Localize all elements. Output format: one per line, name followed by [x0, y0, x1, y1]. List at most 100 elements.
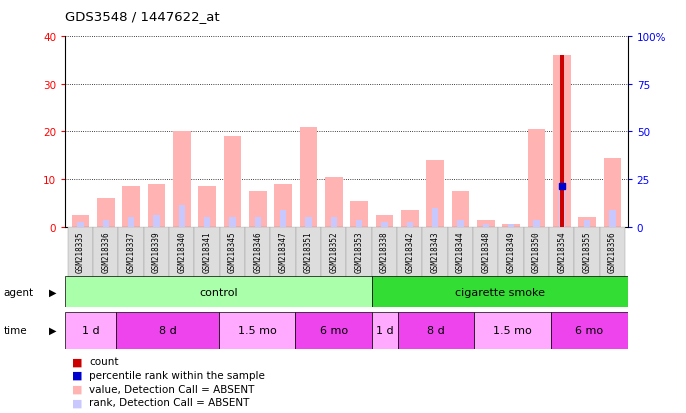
FancyBboxPatch shape	[346, 227, 372, 304]
Bar	[300, 127, 318, 227]
FancyBboxPatch shape	[423, 227, 448, 304]
Bar	[560, 56, 564, 227]
Text: value, Detection Call = ABSENT: value, Detection Call = ABSENT	[89, 384, 255, 394]
FancyBboxPatch shape	[372, 277, 628, 308]
Text: agent: agent	[3, 287, 34, 297]
Text: 1 d: 1 d	[82, 325, 99, 335]
Bar	[356, 220, 362, 227]
Bar	[325, 177, 342, 227]
Bar	[178, 206, 185, 227]
FancyBboxPatch shape	[372, 312, 398, 349]
Bar	[604, 158, 622, 227]
FancyBboxPatch shape	[117, 312, 219, 349]
FancyBboxPatch shape	[398, 312, 474, 349]
Text: ■: ■	[72, 356, 82, 366]
Bar	[578, 218, 596, 227]
Text: GSM218339: GSM218339	[152, 231, 161, 273]
Bar	[198, 187, 216, 227]
FancyBboxPatch shape	[169, 227, 194, 304]
FancyBboxPatch shape	[372, 227, 397, 304]
FancyBboxPatch shape	[296, 227, 321, 304]
Bar	[249, 192, 267, 227]
Text: GSM218351: GSM218351	[304, 231, 313, 273]
Text: GSM218356: GSM218356	[608, 231, 617, 273]
FancyBboxPatch shape	[65, 277, 372, 308]
Bar	[381, 222, 388, 227]
Text: GSM218338: GSM218338	[380, 231, 389, 273]
Text: GSM218355: GSM218355	[582, 231, 591, 273]
Text: GSM218340: GSM218340	[177, 231, 186, 273]
FancyBboxPatch shape	[551, 312, 628, 349]
Text: GSM218350: GSM218350	[532, 231, 541, 273]
Bar	[426, 161, 444, 227]
Bar	[508, 225, 514, 227]
Bar	[331, 218, 337, 227]
FancyBboxPatch shape	[93, 227, 119, 304]
Text: ■: ■	[72, 384, 82, 394]
Bar	[451, 192, 469, 227]
Text: 6 mo: 6 mo	[576, 325, 604, 335]
Bar	[71, 215, 89, 227]
Bar	[558, 187, 565, 227]
Text: time: time	[3, 325, 27, 335]
Bar	[553, 56, 571, 227]
FancyBboxPatch shape	[65, 312, 117, 349]
Bar	[280, 211, 286, 227]
Bar	[528, 130, 545, 227]
Bar	[147, 184, 165, 227]
Text: GSM218337: GSM218337	[126, 231, 136, 273]
Bar	[432, 208, 438, 227]
Text: rank, Detection Call = ABSENT: rank, Detection Call = ABSENT	[89, 397, 250, 407]
Bar	[204, 218, 210, 227]
Text: GSM218348: GSM218348	[482, 231, 490, 273]
Text: 1 d: 1 d	[376, 325, 394, 335]
Bar	[483, 225, 489, 227]
FancyBboxPatch shape	[144, 227, 169, 304]
Bar	[122, 187, 140, 227]
Text: GSM218352: GSM218352	[329, 231, 338, 273]
Bar	[584, 220, 591, 227]
FancyBboxPatch shape	[448, 227, 473, 304]
Text: ▶: ▶	[49, 325, 56, 335]
Bar	[255, 218, 261, 227]
Text: percentile rank within the sample: percentile rank within the sample	[89, 370, 265, 380]
Text: GSM218342: GSM218342	[405, 231, 414, 273]
FancyBboxPatch shape	[220, 227, 245, 304]
Text: GSM218346: GSM218346	[253, 231, 262, 273]
Bar	[609, 211, 615, 227]
FancyBboxPatch shape	[68, 227, 93, 304]
Bar	[502, 225, 520, 227]
FancyBboxPatch shape	[600, 227, 625, 304]
Bar	[458, 220, 464, 227]
Text: count: count	[89, 356, 119, 366]
FancyBboxPatch shape	[245, 227, 270, 304]
Bar	[375, 215, 393, 227]
Bar	[102, 220, 109, 227]
FancyBboxPatch shape	[295, 312, 372, 349]
Bar	[78, 222, 84, 227]
Text: ■: ■	[72, 397, 82, 407]
Text: GSM218344: GSM218344	[456, 231, 465, 273]
FancyBboxPatch shape	[119, 227, 144, 304]
Bar	[229, 218, 235, 227]
Text: ■: ■	[72, 370, 82, 380]
Bar	[407, 222, 413, 227]
Bar	[128, 218, 134, 227]
Bar	[97, 199, 115, 227]
Text: 1.5 mo: 1.5 mo	[237, 325, 276, 335]
FancyBboxPatch shape	[499, 227, 524, 304]
Text: GSM218343: GSM218343	[431, 231, 440, 273]
FancyBboxPatch shape	[321, 227, 346, 304]
Text: 1.5 mo: 1.5 mo	[493, 325, 532, 335]
Text: 8 d: 8 d	[427, 325, 445, 335]
FancyBboxPatch shape	[549, 227, 574, 304]
Bar	[351, 201, 368, 227]
Text: GDS3548 / 1447622_at: GDS3548 / 1447622_at	[65, 10, 220, 23]
FancyBboxPatch shape	[473, 227, 499, 304]
Bar	[224, 137, 241, 227]
Bar	[173, 132, 191, 227]
FancyBboxPatch shape	[194, 227, 220, 304]
Text: GSM218353: GSM218353	[355, 231, 364, 273]
Bar	[305, 218, 311, 227]
FancyBboxPatch shape	[219, 312, 295, 349]
